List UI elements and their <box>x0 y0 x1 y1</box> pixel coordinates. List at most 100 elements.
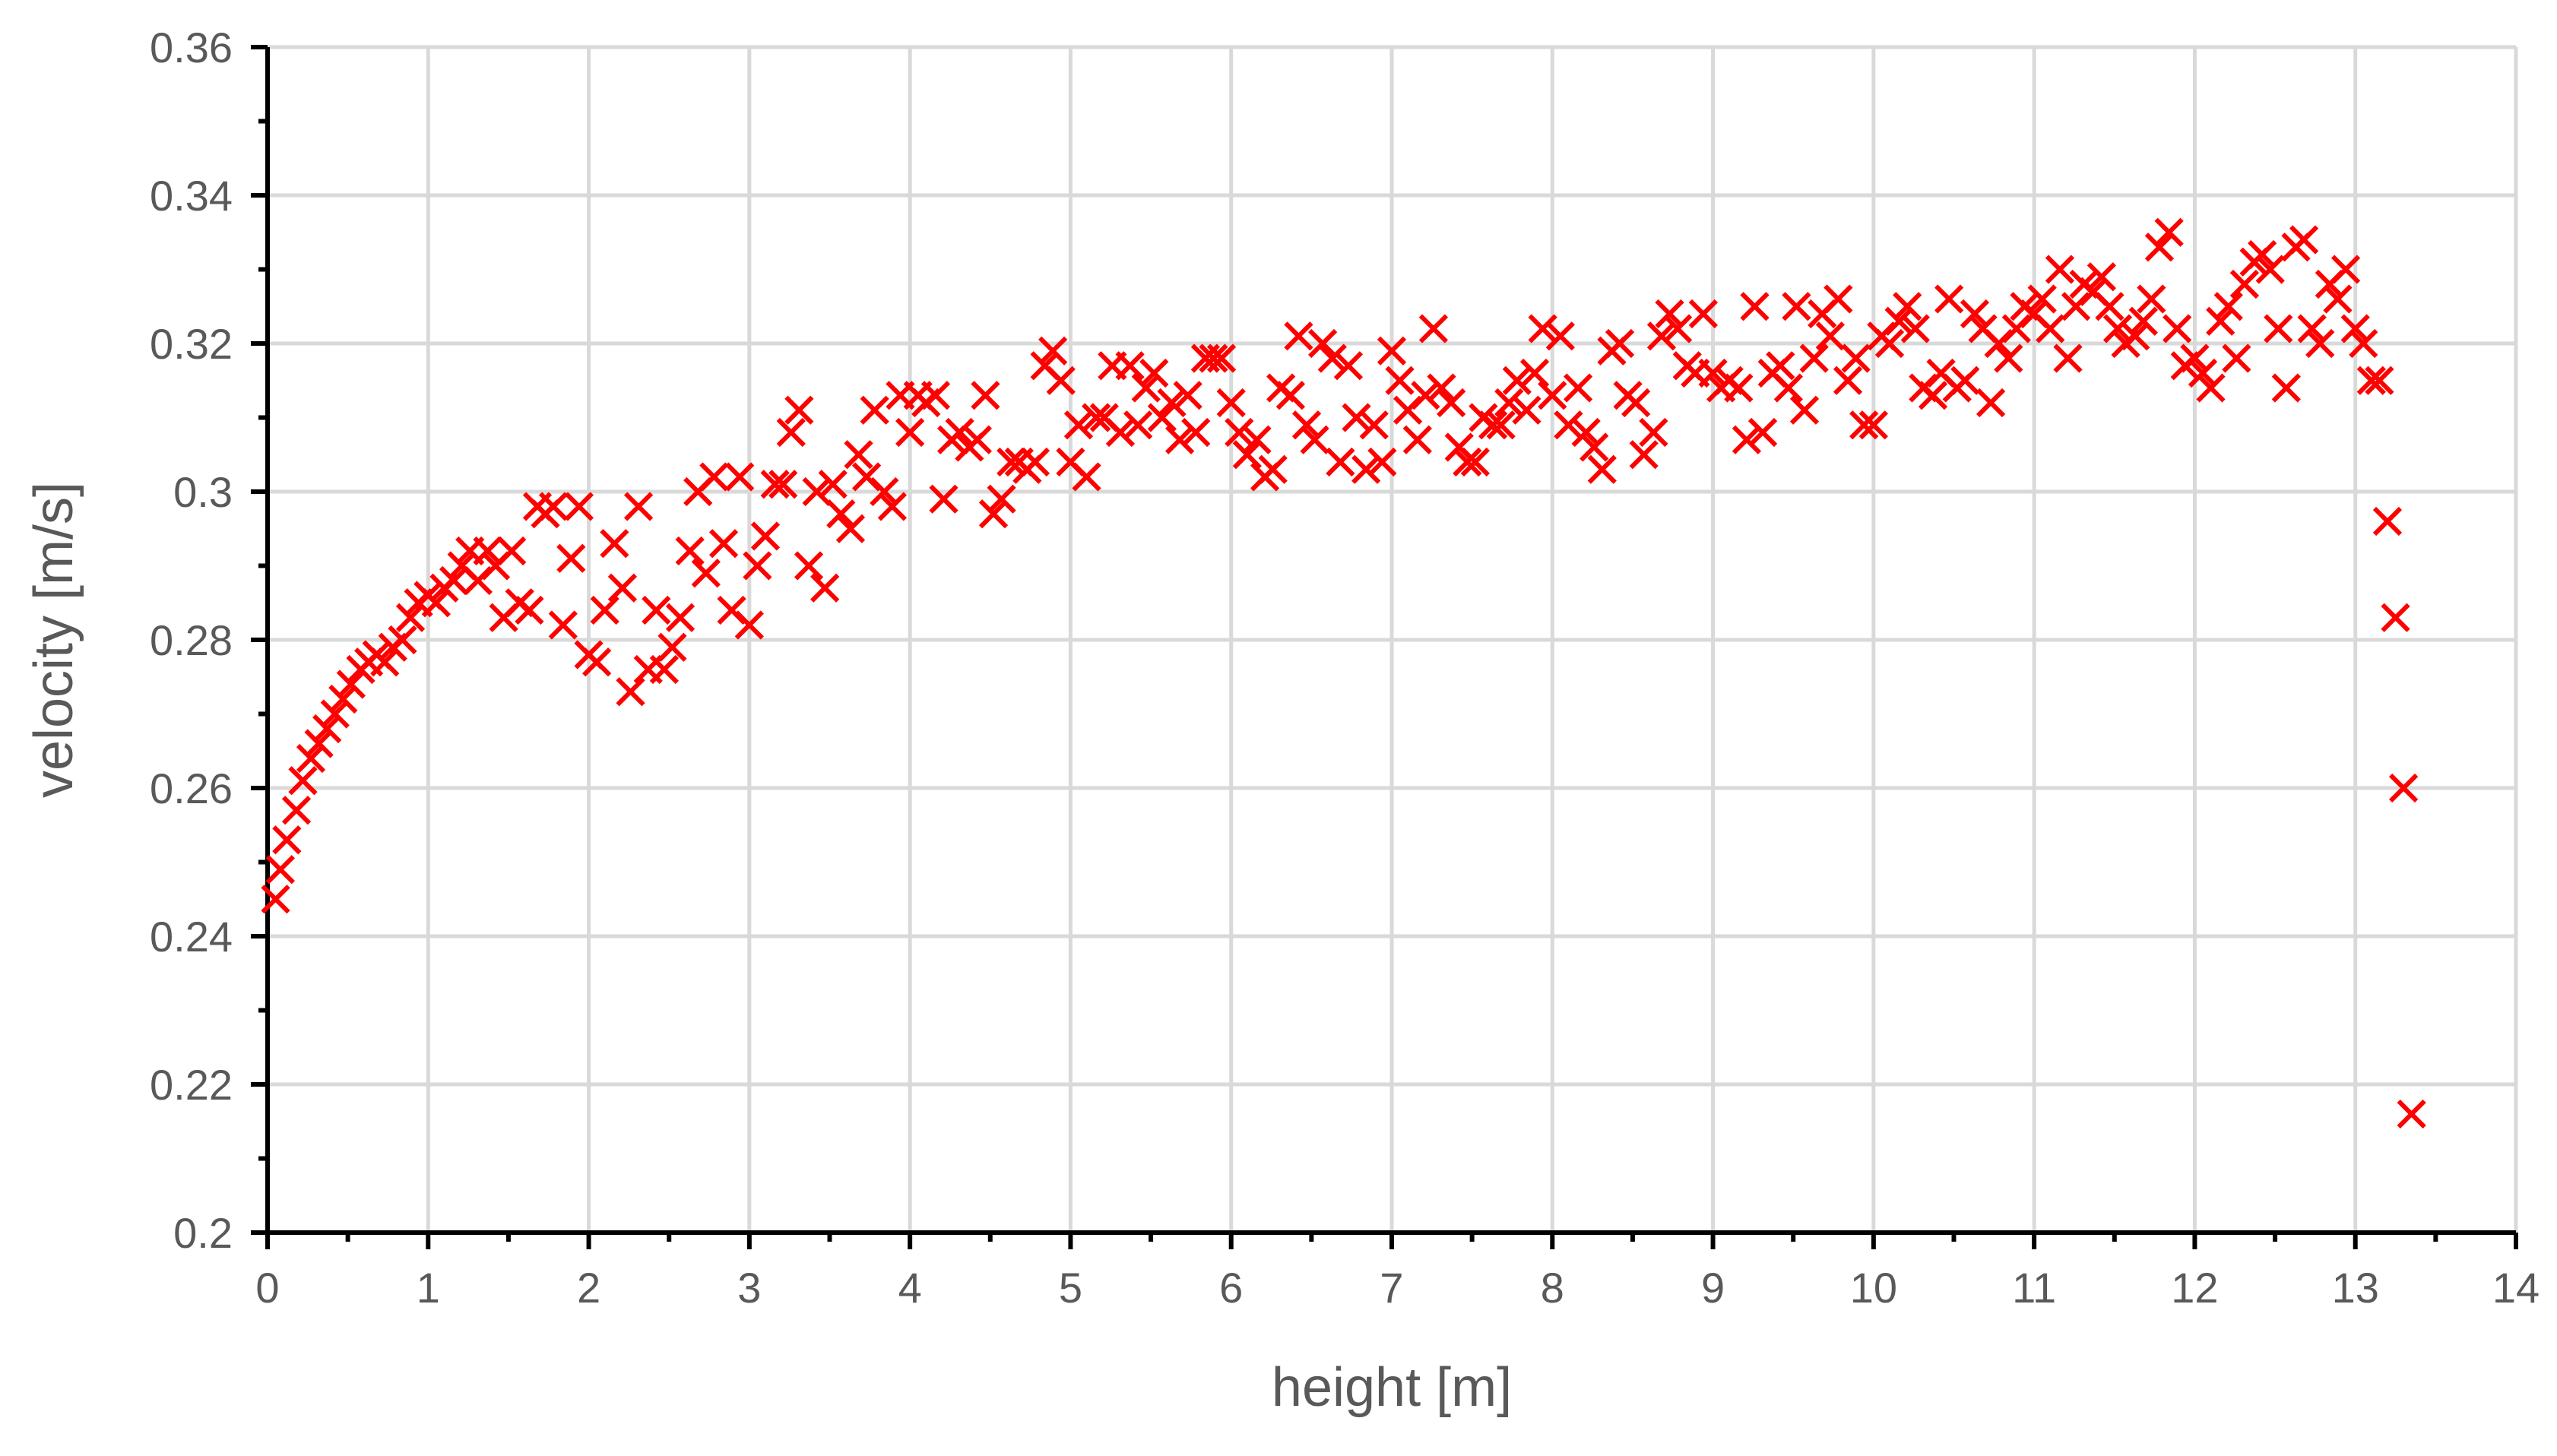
x-axis-title: height [m] <box>1272 1357 1512 1418</box>
data-point <box>665 603 695 632</box>
data-point <box>776 417 806 448</box>
data-point <box>1621 388 1651 418</box>
data-point <box>835 514 866 543</box>
data-point <box>1020 447 1050 477</box>
data-point <box>750 521 781 551</box>
data-point <box>1123 410 1153 440</box>
data-point <box>2213 292 2243 321</box>
data-point <box>802 476 832 507</box>
data-point <box>1342 403 1371 432</box>
data-point <box>1385 366 1415 395</box>
data-point <box>987 484 1016 514</box>
y-tick-label: 0.36 <box>150 24 233 71</box>
data-point <box>1139 358 1169 388</box>
data-point <box>2027 284 2057 314</box>
data-point <box>1115 351 1145 381</box>
data-point <box>1478 410 1508 440</box>
data-point <box>1858 410 1888 440</box>
x-tick-label: 6 <box>1219 1264 1243 1312</box>
data-point <box>1284 321 1313 351</box>
data-point <box>1724 373 1754 403</box>
data-point <box>261 885 290 914</box>
data-point <box>1502 366 1532 395</box>
data-point <box>2297 314 2327 343</box>
data-point <box>1646 321 1677 351</box>
data-point <box>1789 395 1820 425</box>
data-point <box>2222 343 2251 373</box>
data-point <box>2053 343 2083 373</box>
data-point <box>2255 255 2285 284</box>
data-point <box>945 417 974 448</box>
data-point <box>1587 454 1617 484</box>
data-point <box>734 610 764 640</box>
data-point <box>1486 410 1516 440</box>
data-point <box>1571 417 1601 448</box>
data-point <box>1173 381 1202 410</box>
data-point <box>1291 410 1322 440</box>
data-point <box>1747 417 1778 448</box>
data-point <box>1317 343 1347 373</box>
data-point <box>2102 314 2133 343</box>
data-point <box>743 551 772 581</box>
data-point <box>1554 410 1583 440</box>
x-tick-label: 8 <box>1541 1264 1564 1312</box>
data-point <box>1437 388 1466 418</box>
data-point <box>1427 373 1456 403</box>
data-point <box>1688 299 1719 329</box>
data-point <box>675 536 705 566</box>
data-point <box>439 565 469 596</box>
data-point <box>1326 447 1355 477</box>
x-tick-label: 5 <box>1059 1264 1082 1312</box>
data-points <box>261 217 2426 1129</box>
data-point <box>1359 410 1389 440</box>
data-point <box>929 484 958 514</box>
y-tick-label: 0.34 <box>150 172 233 220</box>
data-point <box>1528 314 1557 343</box>
data-point <box>2305 328 2335 359</box>
data-point <box>649 654 679 685</box>
data-point <box>1580 432 1609 462</box>
data-point <box>296 743 326 774</box>
data-point <box>538 492 569 521</box>
data-point <box>1950 366 1980 395</box>
data-point <box>1960 299 1990 329</box>
data-point <box>2248 239 2277 270</box>
data-point <box>1181 417 1211 448</box>
data-point <box>1698 358 1728 388</box>
data-point <box>395 603 426 632</box>
data-point <box>1367 447 1397 477</box>
data-point <box>877 492 908 521</box>
data-point <box>2045 255 2075 284</box>
data-point <box>556 543 586 573</box>
data-point <box>497 536 527 566</box>
data-point <box>1147 403 1177 432</box>
data-point <box>2356 366 2386 395</box>
data-point <box>1411 381 1440 410</box>
data-point <box>2229 269 2260 299</box>
data-point <box>1799 343 1829 373</box>
data-point <box>1300 425 1329 454</box>
x-tick-label: 3 <box>737 1264 761 1312</box>
y-tick-label: 0.3 <box>173 468 233 516</box>
data-point <box>657 632 687 662</box>
data-point <box>2137 284 2166 314</box>
data-point <box>826 499 856 529</box>
data-point <box>818 470 848 499</box>
data-point <box>642 595 671 625</box>
data-point <box>1662 314 1693 343</box>
data-point <box>1275 381 1306 410</box>
data-point <box>1833 366 1863 395</box>
grid <box>268 45 2518 1233</box>
data-point <box>1072 462 1101 492</box>
data-point <box>1131 373 1161 403</box>
data-point <box>2188 358 2218 388</box>
data-point <box>1629 440 1659 470</box>
data-point <box>962 425 993 454</box>
x-tick-label: 4 <box>898 1264 922 1312</box>
data-point <box>2264 314 2293 343</box>
data-point <box>2372 506 2403 537</box>
data-point <box>1655 299 1684 329</box>
data-point <box>1206 343 1237 373</box>
data-point <box>370 647 400 677</box>
